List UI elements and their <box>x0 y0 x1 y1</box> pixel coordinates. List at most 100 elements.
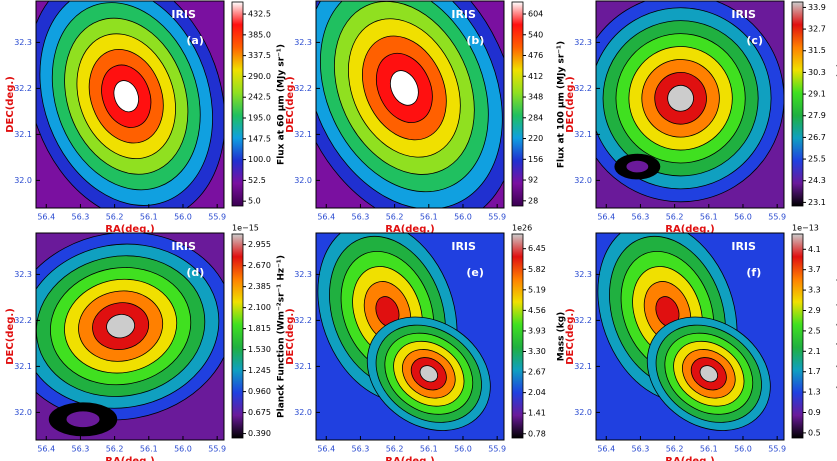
colorbar-tick-label: 2.1 <box>808 347 821 356</box>
colorbar-tick-label: 4.1 <box>808 245 821 254</box>
colorbar-tick-label: 5.82 <box>528 265 546 274</box>
y-tick-label: 32.1 <box>294 130 312 139</box>
y-tick-label: 32.3 <box>294 38 312 47</box>
x-tick-label: 56.2 <box>386 213 404 222</box>
y-axis-label: DEC(deg.) <box>285 76 296 133</box>
colorbar-offset: 1e−13 <box>792 224 819 233</box>
heatmap <box>316 233 504 440</box>
colorbar-tick-label: 1.815 <box>248 324 271 333</box>
y-tick-label: 32.1 <box>574 130 592 139</box>
colorbar-tick-label: 27.9 <box>808 111 826 120</box>
heatmap <box>596 1 784 208</box>
colorbar-tick-label: 195.0 <box>248 114 271 123</box>
x-tick-label: 55.9 <box>208 213 226 222</box>
colorbar <box>791 233 804 439</box>
colorbar-tick-label: 284 <box>528 113 543 122</box>
x-tick-label: 56.0 <box>174 445 192 454</box>
y-tick-label: 32.2 <box>574 84 592 93</box>
y-tick-label: 32.0 <box>294 176 312 185</box>
plot-frame <box>35 232 225 441</box>
colorbar-tick-label: 156 <box>528 155 543 164</box>
x-tick-label: 56.2 <box>386 445 404 454</box>
x-tick-label: 56.0 <box>454 213 472 222</box>
plot-frame <box>595 232 785 441</box>
colorbar <box>231 1 244 207</box>
colorbar-tick-label: 3.30 <box>528 347 546 356</box>
colorbar-label: Flux at 100 μm (MJy sr⁻¹) <box>557 41 567 168</box>
panel-label: (b) <box>466 34 484 47</box>
panel: IRIS (a) 56.4 56.3 56.2 56.1 56.0 55.9 32.0 32.1 3… <box>5 0 287 235</box>
x-tick-label: 56.3 <box>72 445 90 454</box>
y-tick-label: 32.0 <box>14 176 32 185</box>
colorbar-tick-label: 604 <box>528 10 543 19</box>
colorbar-tick-label: 2.385 <box>248 282 271 291</box>
colorbar-tick-label: 1.245 <box>248 366 271 375</box>
y-tick-label: 32.0 <box>574 176 592 185</box>
colorbar-tick-label: 0.390 <box>248 429 271 438</box>
heatmap <box>316 1 504 208</box>
panel: IRIS (c) 56.4 56.3 56.2 56.1 56.0 55.9 32.0 32.1 3… <box>565 0 837 235</box>
colorbar-tick-label: 5.19 <box>528 285 546 294</box>
x-tick-label: 56.0 <box>454 445 472 454</box>
colorbar-tick-label: 92 <box>528 176 538 185</box>
panel-label: (a) <box>186 34 203 47</box>
y-tick-label: 32.0 <box>14 408 32 417</box>
colorbar-tick-label: 31.5 <box>808 46 826 55</box>
x-tick-label: 56.4 <box>597 213 615 222</box>
colorbar-label: Mass (kg) <box>557 312 567 362</box>
x-tick-label: 56.4 <box>317 213 335 222</box>
y-axis-label: DEC(deg.) <box>5 308 16 365</box>
x-tick-label: 56.1 <box>420 445 438 454</box>
colorbar-tick-label: 412 <box>528 72 543 81</box>
x-tick-label: 56.3 <box>352 445 370 454</box>
colorbar-label: Flux at 60 μm (MJy sr⁻¹) <box>277 44 287 165</box>
colorbar-tick-label: 3.3 <box>808 286 821 295</box>
y-tick-label: 32.3 <box>294 270 312 279</box>
instrument-label: IRIS <box>731 240 756 253</box>
x-axis-label: RA(deg.) <box>665 224 714 235</box>
colorbar-tick-label: 4.56 <box>528 306 546 315</box>
colorbar-tick-label: 2.100 <box>248 303 271 312</box>
y-axis-label: DEC(deg.) <box>565 76 576 133</box>
colorbar-tick-label: 1.41 <box>528 409 546 418</box>
x-tick-label: 56.1 <box>700 213 718 222</box>
plot-frame <box>315 0 505 209</box>
y-tick-label: 32.2 <box>294 316 312 325</box>
colorbar-tick-label: 33.9 <box>808 3 826 12</box>
panel: IRIS (f) 56.4 56.3 56.2 56.1 56.0 55.9 32.0 32.1 3… <box>565 224 837 461</box>
x-tick-label: 55.9 <box>768 213 786 222</box>
y-axis-label: DEC(deg.) <box>5 76 16 133</box>
colorbar-tick-label: 2.04 <box>528 388 546 397</box>
panel: IRIS (d) 56.4 56.3 56.2 56.1 56.0 55.9 32.0 32.1 3… <box>5 224 287 461</box>
y-tick-label: 32.2 <box>14 84 32 93</box>
y-tick-label: 32.3 <box>574 270 592 279</box>
colorbar-tick-label: 3.7 <box>808 265 821 274</box>
y-axis-label: DEC(deg.) <box>285 308 296 365</box>
colorbar-tick-label: 28 <box>528 196 538 205</box>
colorbar-tick-label: 0.78 <box>528 429 546 438</box>
x-tick-label: 56.2 <box>666 213 684 222</box>
heatmap <box>36 1 224 208</box>
colorbar-offset: 1e−15 <box>232 224 259 233</box>
colorbar-tick-label: 1.530 <box>248 345 271 354</box>
colorbar-tick-label: 52.5 <box>248 176 266 185</box>
colorbar-tick-label: 348 <box>528 93 543 102</box>
colorbar-tick-label: 32.7 <box>808 25 826 34</box>
x-tick-label: 56.3 <box>632 445 650 454</box>
x-tick-label: 55.9 <box>488 445 506 454</box>
x-axis-label: RA(deg.) <box>665 456 714 461</box>
colorbar-tick-label: 5.0 <box>248 197 261 206</box>
x-axis-label: RA(deg.) <box>385 224 434 235</box>
colorbar-tick-label: 242.5 <box>248 93 271 102</box>
y-tick-label: 32.1 <box>574 362 592 371</box>
colorbar-tick-label: 2.9 <box>808 306 821 315</box>
instrument-label: IRIS <box>171 240 196 253</box>
colorbar-tick-label: 2.5 <box>808 326 821 335</box>
x-axis-label: RA(deg.) <box>105 224 154 235</box>
y-tick-label: 32.1 <box>294 362 312 371</box>
y-axis-label: DEC(deg.) <box>565 308 576 365</box>
instrument-label: IRIS <box>731 8 756 21</box>
contour-region <box>65 410 101 428</box>
colorbar <box>511 1 524 207</box>
colorbar-tick-label: 476 <box>528 51 543 60</box>
